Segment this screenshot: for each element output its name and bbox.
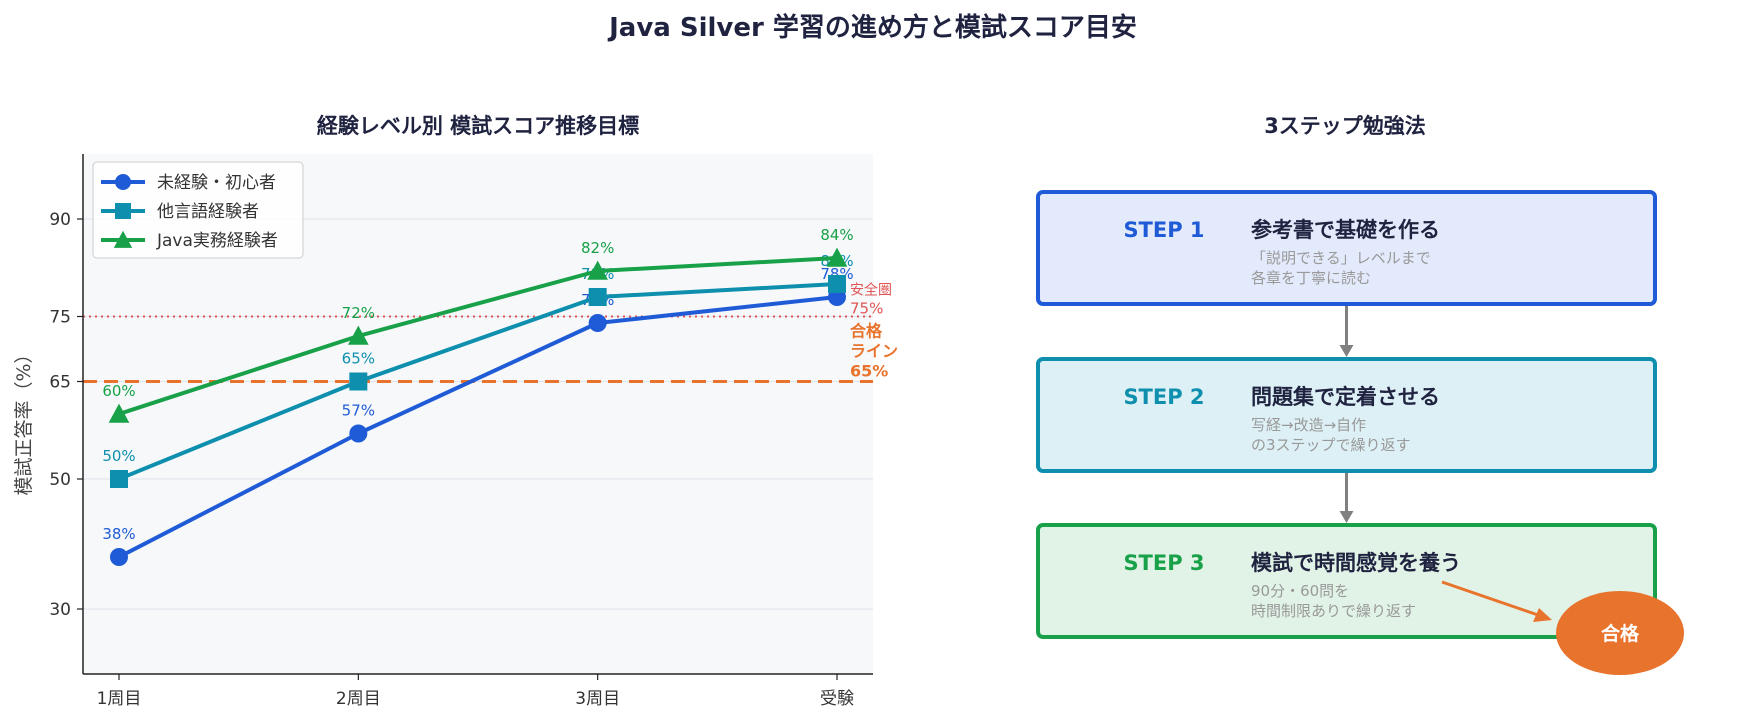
data-label: 57% — [342, 402, 375, 420]
data-point — [349, 372, 368, 391]
data-label: 38% — [102, 525, 135, 543]
y-tick-label: 65 — [49, 373, 71, 393]
series-line — [118, 256, 838, 416]
arrow-head — [1339, 511, 1354, 523]
step-label: STEP 2 — [1123, 385, 1204, 409]
reference-label: 合格 — [850, 322, 883, 341]
chart-title: 経験レベル別 模試スコア推移目標 — [317, 114, 639, 138]
step-title: 参考書で基礎を作る — [1251, 218, 1440, 242]
badge-arrow-head — [1533, 608, 1552, 622]
step-description: 90分・60問を — [1251, 582, 1349, 600]
x-tick-label: 2周目 — [336, 689, 381, 709]
legend-box — [92, 161, 304, 259]
data-point — [587, 260, 609, 280]
study-steps-diagram: 3ステップ勉強法 STEP 1 参考書で基礎を作る「説明できる」レベルまで各章を丁… — [1036, 114, 1684, 675]
data-label: 84% — [820, 226, 853, 244]
step-title: 問題集で定着させる — [1251, 385, 1440, 409]
steps-title: 3ステップ勉強法 — [1264, 114, 1426, 138]
series-line — [118, 282, 838, 481]
pass-badge: 合格 — [1441, 580, 1684, 675]
step-description: 時間制限ありで繰り返す — [1251, 602, 1416, 620]
series-line — [118, 295, 838, 559]
reference-label: 安全圏 — [850, 282, 892, 299]
arrow-head — [1339, 345, 1354, 357]
step-box — [1036, 523, 1657, 639]
y-tick-label: 75 — [49, 308, 71, 328]
step-title: 模試で時間感覚を養う — [1251, 551, 1461, 575]
legend-marker — [113, 230, 133, 248]
data-label: 72% — [342, 304, 375, 322]
reference-value: 75% — [850, 300, 883, 318]
step-description: 「説明できる」レベルまで — [1251, 249, 1431, 267]
badge-ellipse — [1556, 591, 1684, 675]
data-point — [110, 548, 128, 566]
x-tick-label: 受験 — [820, 689, 854, 709]
step-box — [1036, 190, 1657, 306]
y-tick-label: 90 — [49, 210, 71, 230]
data-label: 65% — [342, 350, 375, 368]
data-point — [349, 424, 368, 443]
data-label: 50% — [102, 447, 135, 465]
step-label: STEP 3 — [1123, 551, 1204, 575]
y-tick-labels: 30 50 65 75 90 — [49, 210, 83, 620]
axes — [82, 154, 873, 675]
data-point — [828, 275, 846, 293]
legend-label: 未経験・初心者 — [157, 173, 276, 193]
data-point — [347, 325, 369, 345]
legend-label: Java実務経験者 — [156, 231, 278, 251]
legend-label: 他言語経験者 — [157, 202, 259, 222]
data-point — [588, 288, 607, 306]
data-point — [826, 247, 848, 267]
legend-marker — [115, 174, 131, 190]
series-layer: 38%57%74%78%50%65%78%80%60%72%82%84% — [102, 226, 854, 566]
x-tick-label: 3周目 — [575, 689, 620, 709]
data-point — [108, 403, 130, 423]
series-3: 60% 72% 82% 84% — [102, 226, 854, 423]
step-description: 各章を丁寧に読む — [1251, 269, 1371, 287]
data-point — [110, 470, 128, 488]
step-box — [1036, 357, 1657, 473]
step-description: の3ステップで繰り返す — [1251, 436, 1411, 454]
x-tick-labels: 1周目 2周目 3周目 受験 — [97, 674, 854, 709]
data-label: 82% — [581, 239, 614, 257]
y-tick-label: 50 — [49, 470, 71, 490]
x-tick-label: 1周目 — [97, 689, 142, 709]
y-tick-label: 30 — [49, 600, 71, 620]
reference-label: ライン — [850, 342, 898, 361]
legend-marker — [115, 203, 131, 219]
data-label: 60% — [102, 382, 135, 400]
reference-label: 65% — [850, 362, 888, 381]
badge-arrow — [1441, 580, 1539, 617]
data-point — [588, 314, 607, 332]
badge-text: 合格 — [1601, 622, 1640, 645]
step-description: 写経→改造→自作 — [1251, 416, 1366, 434]
y-axis-label: 模試正答率（%） — [13, 344, 35, 495]
figure-title: Java Silver 学習の進め方と模試スコア目安 — [607, 12, 1137, 43]
step-label: STEP 1 — [1123, 218, 1204, 242]
